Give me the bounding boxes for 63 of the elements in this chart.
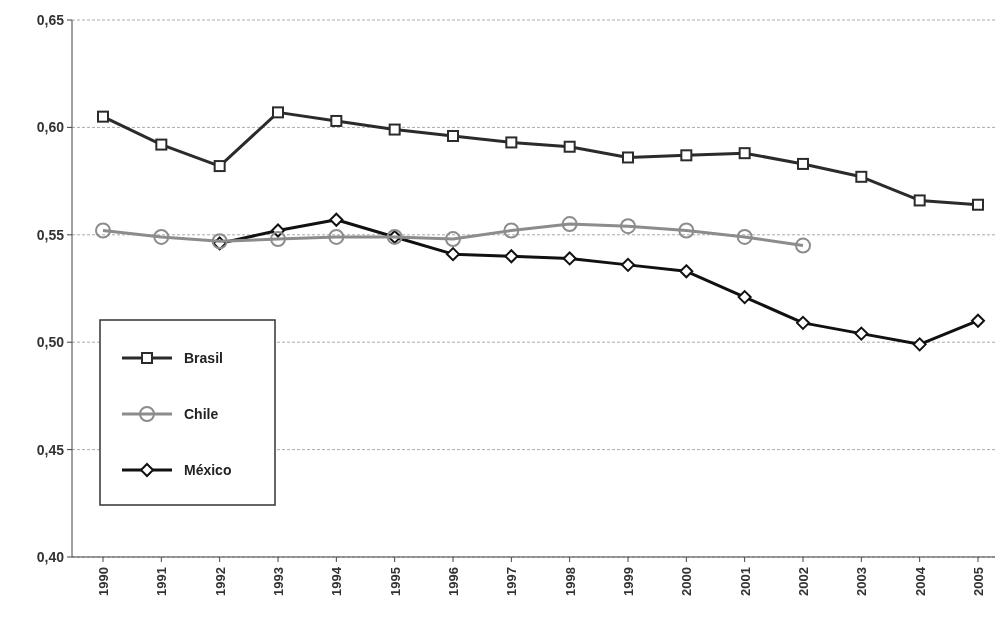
point bbox=[679, 264, 694, 279]
x-tick-label: 2005 bbox=[971, 567, 986, 596]
point bbox=[561, 216, 578, 233]
point bbox=[738, 147, 751, 160]
y-tick-label: 0,50 bbox=[36, 334, 65, 351]
point bbox=[912, 337, 927, 352]
x-tick-label: 1997 bbox=[504, 567, 520, 596]
point bbox=[854, 326, 869, 341]
y-tick-label: 0,55 bbox=[36, 226, 65, 243]
point bbox=[797, 157, 809, 170]
y-tick-label: 0,65 bbox=[36, 11, 65, 28]
y-tick-label: 0,40 bbox=[36, 548, 65, 565]
point bbox=[155, 138, 168, 151]
point bbox=[95, 222, 111, 239]
legend-label: Chile bbox=[184, 405, 219, 422]
x-tick-label: 1996 bbox=[446, 567, 461, 596]
x-tick-label: 1998 bbox=[562, 567, 578, 596]
point bbox=[504, 249, 519, 264]
point bbox=[620, 218, 636, 235]
y-tick-label: 0,60 bbox=[36, 119, 65, 136]
point bbox=[153, 228, 170, 245]
point bbox=[447, 129, 459, 142]
y-tick-label: 0,45 bbox=[36, 441, 65, 458]
point bbox=[795, 237, 811, 254]
point bbox=[680, 149, 693, 162]
point bbox=[796, 315, 810, 330]
x-tick-label: 2002 bbox=[796, 567, 811, 596]
x-tick-label: 1993 bbox=[271, 567, 286, 596]
point bbox=[213, 160, 226, 173]
x-tick-label: 1995 bbox=[387, 567, 403, 596]
point bbox=[622, 151, 634, 164]
point bbox=[445, 231, 461, 248]
point bbox=[972, 198, 984, 211]
point bbox=[505, 136, 518, 149]
point bbox=[855, 170, 868, 183]
point bbox=[913, 194, 926, 207]
legend-label: Brasil bbox=[184, 349, 223, 366]
point bbox=[562, 251, 577, 266]
x-tick-label: 2003 bbox=[854, 567, 870, 596]
x-tick-label: 1999 bbox=[621, 567, 636, 596]
point bbox=[446, 247, 460, 262]
point bbox=[563, 140, 576, 153]
point bbox=[736, 228, 753, 245]
x-tick-label: 2004 bbox=[912, 566, 928, 596]
x-tick-label: 1990 bbox=[96, 567, 111, 596]
point bbox=[971, 313, 985, 328]
point bbox=[97, 110, 109, 123]
point bbox=[272, 106, 284, 119]
x-tick-label: 1994 bbox=[329, 566, 345, 596]
point bbox=[503, 222, 520, 239]
x-tick-label: 1992 bbox=[212, 567, 228, 596]
x-tick-label: 1991 bbox=[154, 567, 170, 596]
x-tick-label: 2000 bbox=[679, 567, 695, 596]
point bbox=[330, 114, 343, 127]
point bbox=[678, 222, 695, 239]
point bbox=[328, 228, 345, 245]
point bbox=[329, 212, 344, 227]
legend-label: México bbox=[184, 461, 232, 478]
point bbox=[388, 123, 401, 136]
x-tick-label: 2001 bbox=[737, 567, 753, 596]
point bbox=[737, 290, 752, 305]
point bbox=[270, 231, 286, 248]
point bbox=[621, 257, 635, 272]
